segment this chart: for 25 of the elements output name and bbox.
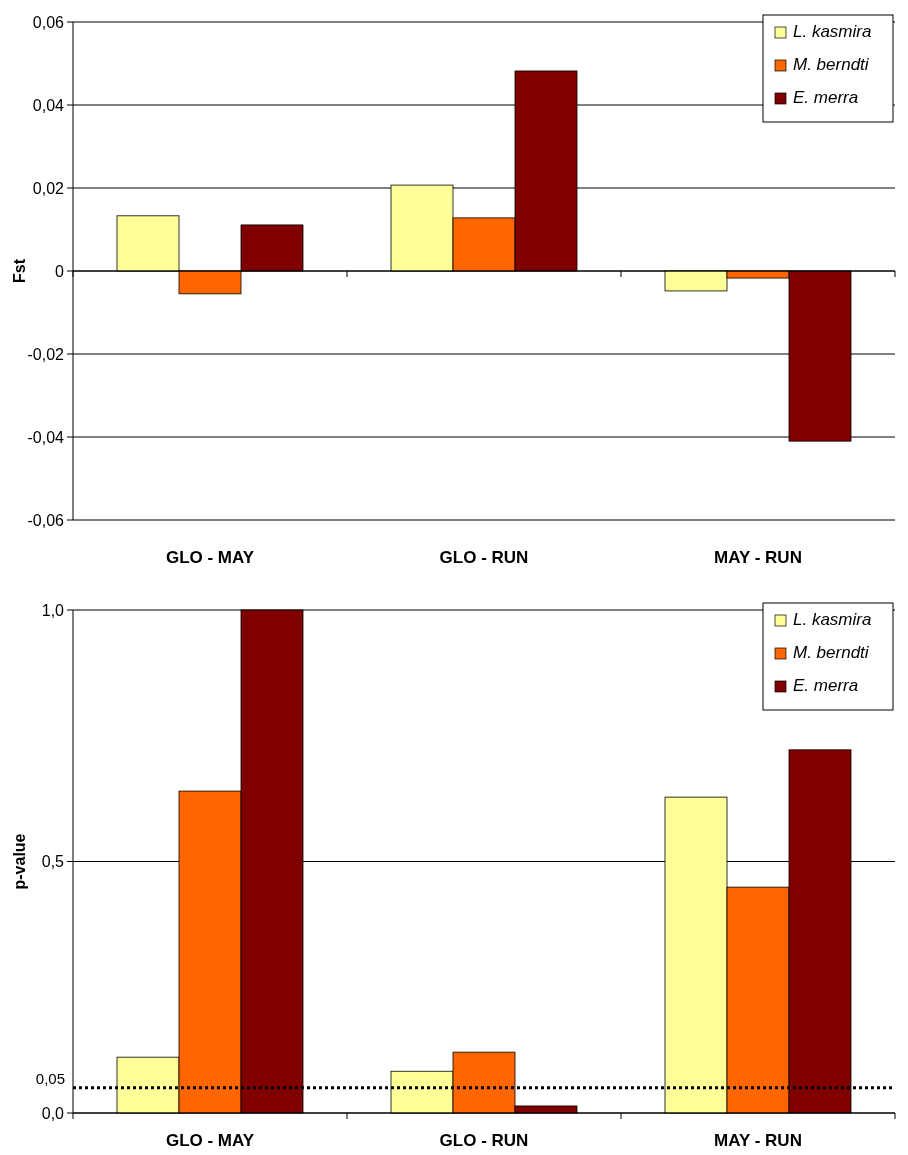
y-tick-label: 1,0 bbox=[41, 601, 65, 619]
y-tick-label: -0,02 bbox=[27, 345, 65, 363]
legend-label: E. merra bbox=[793, 88, 859, 107]
legend-label: L. kasmira bbox=[793, 22, 872, 41]
x-tick-label: GLO - MAY bbox=[165, 548, 255, 567]
legend-label: E. merra bbox=[793, 676, 859, 695]
y-tick-label: 0,04 bbox=[32, 96, 65, 114]
y-tick-label: 0 bbox=[55, 262, 65, 280]
y-axis-title: Fst bbox=[11, 258, 28, 283]
y-tick-label: 0,02 bbox=[32, 179, 65, 197]
x-tick-label: GLO - RUN bbox=[439, 1131, 529, 1150]
x-tick-label: MAY - RUN bbox=[714, 1131, 802, 1150]
y-tick-label: -0,04 bbox=[27, 428, 65, 446]
legend-label: L. kasmira bbox=[793, 610, 872, 629]
x-tick-label: MAY - RUN bbox=[714, 548, 802, 567]
x-tick-label: GLO - RUN bbox=[439, 548, 529, 567]
y-tick-label: -0,06 bbox=[27, 511, 65, 529]
ref-line-label: 0,05 bbox=[35, 1069, 65, 1087]
y-tick-label: 0,5 bbox=[41, 853, 65, 871]
y-tick-label: 0,0 bbox=[41, 1104, 65, 1122]
legend-label: M. berndti bbox=[793, 55, 870, 74]
x-tick-label: GLO - MAY bbox=[165, 1131, 255, 1150]
y-tick-label: 0,06 bbox=[32, 13, 65, 31]
legend-label: M. berndti bbox=[793, 643, 870, 662]
y-axis-title: p-value bbox=[11, 833, 28, 890]
